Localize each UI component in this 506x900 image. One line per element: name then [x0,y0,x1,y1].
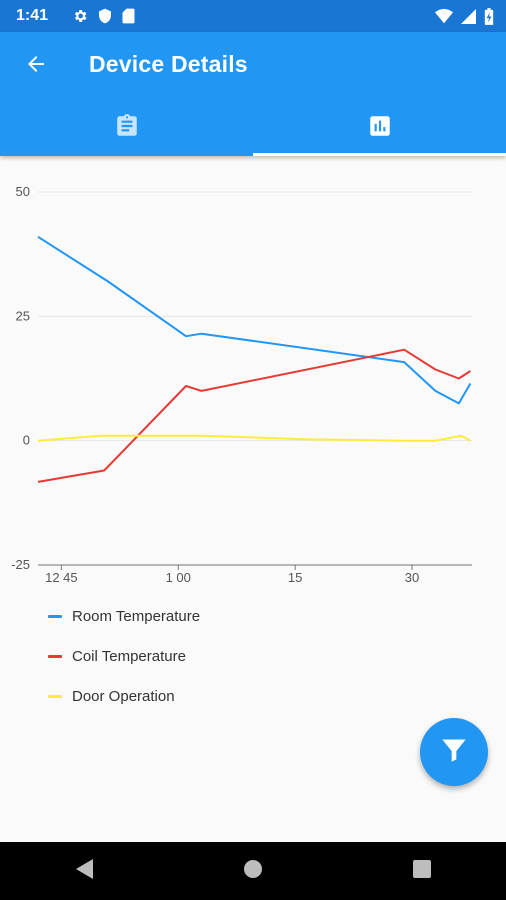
y-tick-label: 0 [23,433,30,448]
system-nav-bar [0,842,506,900]
status-time: 1:41 [16,7,49,24]
tab-details[interactable] [0,100,253,156]
nav-home-button[interactable] [223,842,283,900]
status-icons-left [72,8,135,24]
y-tick-label: 25 [16,308,30,323]
x-tick-label: 12 45 [45,570,78,585]
legend-swatch [48,694,62,698]
status-icons-right [435,7,494,25]
legend-label: Door Operation [72,687,175,705]
app-bar: Device Details [0,32,506,156]
y-tick-label: -25 [11,557,30,572]
nav-recents-button[interactable] [392,842,452,900]
recents-square-icon [412,859,431,883]
legend-label: Room Temperature [72,607,201,625]
series-line-door-operation [37,434,471,442]
back-triangle-icon [74,858,94,885]
legend-item-room-temperature[interactable]: Room Temperature [48,596,200,636]
filter-icon [440,736,468,769]
wifi-icon [435,8,453,24]
clipboard-icon [114,113,140,144]
x-tick-label: 30 [405,570,419,585]
chart-legend: Room Temperature Coil Temperature Door O… [48,596,200,716]
chart-svg: 50 25 0 -25 12 45 1 00 15 30 [11,184,472,585]
gear-icon [72,8,88,24]
arrow-back-icon [24,52,48,81]
back-button[interactable] [14,46,58,86]
legend-swatch [48,614,62,618]
x-tick-label: 1 00 [166,570,191,585]
tab-indicator [253,153,506,156]
legend-item-door-operation[interactable]: Door Operation [48,676,200,716]
series-line-room-temperature [37,235,472,405]
nav-back-button[interactable] [54,842,114,900]
legend-swatch [48,654,62,658]
sd-card-icon [122,8,135,24]
line-chart: 50 25 0 -25 12 45 1 00 15 30 [0,170,506,590]
bar-chart-icon [367,113,393,144]
y-tick-label: 50 [16,184,30,199]
tab-chart[interactable] [253,100,506,156]
status-bar: 1:41 [0,0,506,32]
x-tick-label: 15 [288,570,302,585]
legend-label: Coil Temperature [72,647,186,665]
legend-item-coil-temperature[interactable]: Coil Temperature [48,636,200,676]
shield-icon [98,8,112,24]
signal-icon [461,8,476,24]
battery-charging-icon [484,7,494,25]
page-title: Device Details [89,51,248,77]
series-line-coil-temperature [37,348,471,483]
home-circle-icon [243,859,263,884]
tab-bar [0,100,506,156]
filter-button[interactable] [420,718,488,786]
